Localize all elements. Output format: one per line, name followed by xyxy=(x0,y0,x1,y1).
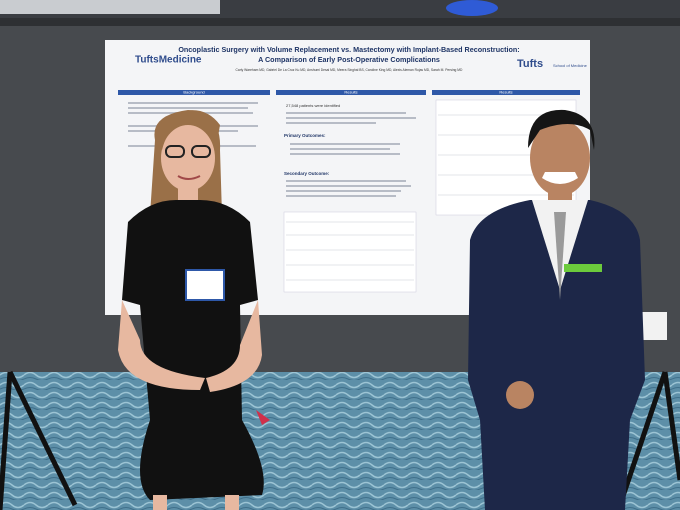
poster-text: 27,548 patients were identified xyxy=(286,103,340,108)
man xyxy=(468,109,645,510)
section-heading: Background xyxy=(183,90,204,95)
section-bar xyxy=(118,90,270,95)
chandelier xyxy=(446,0,498,16)
poster-table xyxy=(283,211,417,293)
woman xyxy=(118,110,270,510)
logo-left: TuftsMedicine xyxy=(135,55,202,66)
poster-authors: Carly Wareham MD, Gabriel De La Cruz Ku … xyxy=(236,68,464,72)
board-frame xyxy=(0,18,680,26)
poster-subtitle: A Comparison of Early Post-Operative Com… xyxy=(258,55,440,64)
poster-title: Oncoplastic Surgery with Volume Replacem… xyxy=(178,45,519,54)
logo-right-sub: School of Medicine xyxy=(553,63,588,68)
poster-text: Secondary Outcome: xyxy=(284,171,330,176)
section-bar xyxy=(276,90,426,95)
section-bar xyxy=(432,90,580,95)
easel xyxy=(0,370,680,510)
poster-text: Primary Outcomes: xyxy=(284,133,326,138)
section-heading: Results xyxy=(344,90,357,95)
section-heading: Results xyxy=(499,90,512,95)
logo-right: Tufts xyxy=(517,58,543,70)
wall-light xyxy=(0,0,220,14)
